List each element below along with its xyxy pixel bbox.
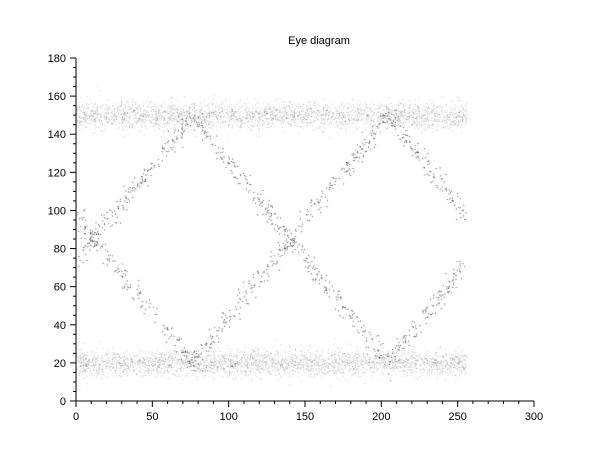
y-tick-label: 20 [54,358,66,370]
y-tick-label: 180 [48,53,66,65]
y-tick-label: 60 [54,282,66,294]
x-axis-ticks: 0 50 100 150 200 250 300 [73,401,543,423]
y-tick-label: 0 [60,396,66,408]
y-axis-ticks: 0 20 40 60 80 100 120 140 160 180 [48,53,76,408]
y-tick-label: 40 [54,320,66,332]
x-tick-label: 150 [296,411,314,423]
x-tick-label: 0 [73,411,79,423]
chart-title: Eye diagram [288,35,350,47]
y-tick-label: 140 [48,129,66,141]
eye-trace-points [76,58,467,401]
y-tick-label: 100 [48,205,66,217]
y-tick-label: 80 [54,244,66,256]
y-tick-label: 120 [48,167,66,179]
eye-trace-cloud [76,58,467,401]
x-tick-label: 250 [448,411,466,423]
x-tick-label: 50 [146,411,158,423]
x-tick-label: 200 [372,411,390,423]
x-tick-label: 300 [525,411,543,423]
x-tick-label: 100 [219,411,237,423]
y-tick-label: 160 [48,91,66,103]
